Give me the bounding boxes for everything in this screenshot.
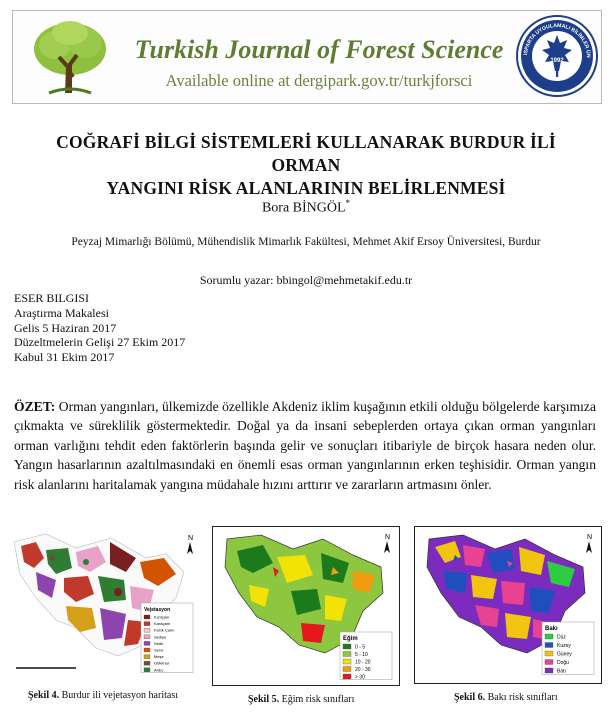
author-mark: *: [345, 198, 351, 208]
legend-label: Servi: [154, 648, 163, 653]
legend-label: 10 - 20: [355, 660, 371, 666]
figure-4-caption: Şekil 4. Burdur ili vejetasyon haritası: [28, 690, 178, 701]
legend-label: Karaçam: [154, 621, 171, 626]
article-info: ESER BILGISI Araştırma Makalesi Gelis 5 …: [14, 291, 185, 365]
affiliation: Peyzaj Mimarlığı Bölümü, Mühendislik Mim…: [71, 236, 541, 248]
info-type: Araştırma Makalesi: [14, 305, 109, 320]
tree-logo-icon: [34, 21, 106, 95]
article-title: COĞRAFİ BİLGİ SİSTEMLERİ KULLANARAK BURD…: [20, 131, 592, 200]
north-arrow-icon: N: [188, 535, 193, 542]
info-received: Gelis 5 Haziran 2017: [14, 320, 117, 335]
legend-label: Güney: [557, 652, 572, 658]
legend-label: Kuzey: [557, 643, 571, 649]
figure-6-caption: Şekil 6. Bakı risk sınıfları: [454, 692, 558, 703]
legend-swatch: [143, 621, 151, 626]
legend-label: 20 - 30: [355, 667, 371, 673]
abstract: ÖZET: Orman yangınları, ülkemizde özelli…: [14, 397, 596, 494]
legend-label: Ardıç: [154, 667, 163, 672]
legend-label: Düz: [557, 635, 566, 641]
figure-5-caption: Şekil 5. Eğim risk sınıfları: [248, 694, 355, 705]
journal-url[interactable]: Available online at dergipark.gov.tr/tur…: [165, 71, 473, 90]
north-arrow-icon: N: [385, 534, 390, 541]
article-title-line-2: YANGINI RİSK ALANLARININ BELİRLENMESİ: [106, 178, 506, 198]
legend-swatch: [544, 659, 554, 665]
legend-swatch: [143, 628, 151, 633]
abstract-label: ÖZET:: [14, 399, 56, 414]
legend-swatch: [544, 633, 554, 640]
legend-swatch: [143, 614, 151, 620]
legend-swatch: [143, 667, 151, 672]
info-heading: ESER BILGISI: [14, 291, 89, 305]
aspect-legend: Bakı Düz Kuzey Güney Doğu Batı: [541, 621, 595, 675]
legend-label: Doğu: [557, 660, 569, 666]
legend-label: Sediye: [154, 634, 167, 639]
legend-label: Meşe: [154, 654, 165, 659]
legend-label: 5 - 10: [355, 652, 368, 658]
article-title-line-1: COĞRAFİ BİLGİ SİSTEMLERİ KULLANARAK BURD…: [56, 132, 556, 175]
info-revised: Düzeltmelerin Gelişi 27 Ekim 2017: [14, 335, 186, 350]
legend-title: Vejetasyon: [144, 607, 170, 613]
legend-label: > 30: [355, 675, 365, 681]
legend-swatch: [342, 643, 352, 650]
legend-swatch: [342, 666, 352, 672]
aspect-map-image: N Bakı Düz Kuzey Güney Doğu Batı: [426, 534, 595, 675]
legend-swatch: [143, 661, 151, 666]
author-line: Bora BİNGÖL*: [0, 198, 612, 217]
legend-label: Gökknar: [154, 661, 170, 666]
abstract-text: Orman yangınları, ülkemizde özellikle Ak…: [14, 399, 596, 492]
legend-swatch: [342, 673, 352, 680]
journal-title: Turkish Journal of Forest Science: [134, 35, 504, 64]
legend-swatch: [143, 641, 151, 646]
corresponding-author: Sorumlu yazar: bbingol@mehmetakif.edu.tr: [199, 273, 413, 287]
legend-swatch: [342, 651, 352, 657]
legend-swatch: [143, 634, 151, 639]
legend-label: Kızılçam: [154, 615, 170, 620]
legend-swatch: [544, 667, 554, 674]
legend-swatch: [143, 647, 151, 653]
legend-swatch: [544, 650, 554, 657]
legend-label: Fıstık Çamı: [154, 628, 174, 633]
figure-aspect-map: N Bakı Düz Kuzey Güney Doğu Batı: [414, 526, 602, 684]
legend-title: Bakı: [545, 626, 558, 632]
legend-label: 0 - 5: [355, 645, 365, 651]
legend-label: Batı: [557, 669, 566, 675]
university-seal-icon: ISPARTA UYGULAMALI BİLİMLER ÜNİVERSİTESİ…: [515, 13, 598, 97]
legend-label: Sedir: [154, 641, 164, 646]
info-accepted: Kabul 31 Ekim 2017: [14, 350, 115, 365]
author-name: Bora BİNGÖL: [261, 200, 346, 216]
legend-swatch: [143, 654, 151, 659]
journal-banner: Turkish Journal of Forest Science Availa…: [12, 10, 602, 104]
north-arrow-icon: N: [587, 534, 592, 541]
legend-title: Eğim: [343, 636, 358, 642]
legend-swatch: [544, 642, 554, 648]
figure-vegetation-map: N Vejetasyon Kızılçam Karaçam Fıstık Çamı Se…: [6, 528, 202, 682]
legend-swatch: [342, 658, 352, 665]
seal-year: 1992: [550, 58, 564, 64]
